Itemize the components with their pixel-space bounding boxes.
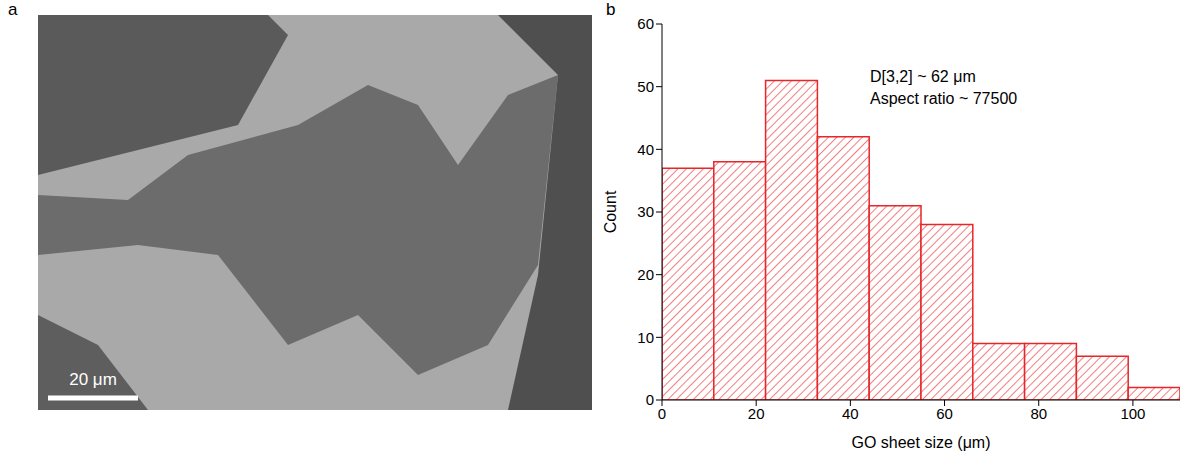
svg-text:80: 80 bbox=[1030, 405, 1047, 422]
svg-text:Count: Count bbox=[602, 190, 619, 233]
svg-text:40: 40 bbox=[637, 141, 654, 158]
svg-text:30: 30 bbox=[637, 203, 654, 220]
svg-text:10: 10 bbox=[637, 329, 654, 346]
svg-text:60: 60 bbox=[637, 15, 654, 32]
svg-text:20: 20 bbox=[748, 405, 765, 422]
svg-text:40: 40 bbox=[842, 405, 859, 422]
html-text:Aspect ratio ~ 77500: Aspect ratio ~ 77500 bbox=[870, 90, 1018, 107]
svg-text:60: 60 bbox=[936, 405, 953, 422]
html-text:D[3,2] ~ 62 μm: D[3,2] ~ 62 μm bbox=[870, 68, 976, 85]
svg-text:100: 100 bbox=[1120, 405, 1145, 422]
html-text:a: a bbox=[8, 0, 18, 19]
svg-text:20 μm: 20 μm bbox=[69, 370, 117, 389]
html-text:b: b bbox=[606, 0, 616, 19]
svg-text:GO sheet size (μm): GO sheet size (μm) bbox=[851, 434, 990, 451]
svg-text:50: 50 bbox=[637, 78, 654, 95]
svg-text:0: 0 bbox=[658, 405, 666, 422]
svg-text:0: 0 bbox=[646, 391, 654, 408]
svg-text:20: 20 bbox=[637, 266, 654, 283]
